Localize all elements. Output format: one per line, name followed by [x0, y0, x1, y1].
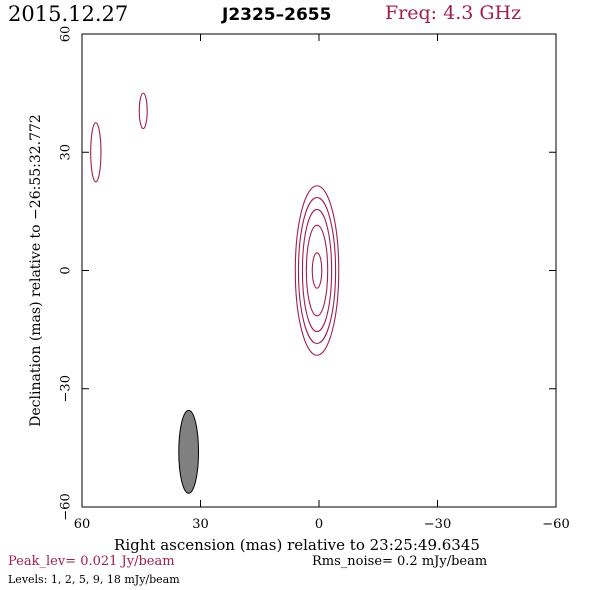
y-tick-label: 60 [59, 26, 74, 43]
y-tick-label: 0 [59, 266, 74, 274]
x-tick-label: 0 [315, 517, 323, 532]
contour-level-1 [90, 122, 102, 183]
contour-level-1 [294, 185, 340, 356]
observation-date: 2015.12.27 [8, 2, 129, 26]
x-tick-label: −60 [542, 517, 569, 532]
source-name: J2325–2655 [222, 5, 332, 25]
contour-level-18 [311, 252, 323, 289]
frequency-label: Freq: 4.3 GHz [385, 2, 522, 24]
x-tick-label: 60 [74, 517, 91, 532]
x-tick-label: −30 [424, 517, 451, 532]
plot-frame [81, 33, 557, 508]
peak-level-label: Peak_lev= 0.021 Jy/beam [8, 554, 175, 569]
y-tick-label: 30 [59, 144, 74, 161]
beam-ellipse [178, 409, 200, 494]
y-tick-label: −60 [59, 493, 74, 520]
contour-level-5 [301, 208, 333, 333]
contour-level-2 [297, 197, 337, 344]
contour-levels-label: Levels: 1, 2, 5, 9, 18 mJy/beam [8, 573, 180, 586]
x-tick-label: 30 [192, 517, 209, 532]
rms-noise-label: Rms_noise= 0.2 mJy/beam [312, 554, 488, 569]
x-axis-label: Right ascension (mas) relative to 23:25:… [114, 536, 480, 554]
y-axis-label: Declination (mas) relative to −26:55:32.… [28, 114, 44, 427]
contour-level-9 [305, 224, 329, 317]
contour-level-1 [138, 92, 148, 130]
y-tick-label: −30 [59, 375, 74, 402]
